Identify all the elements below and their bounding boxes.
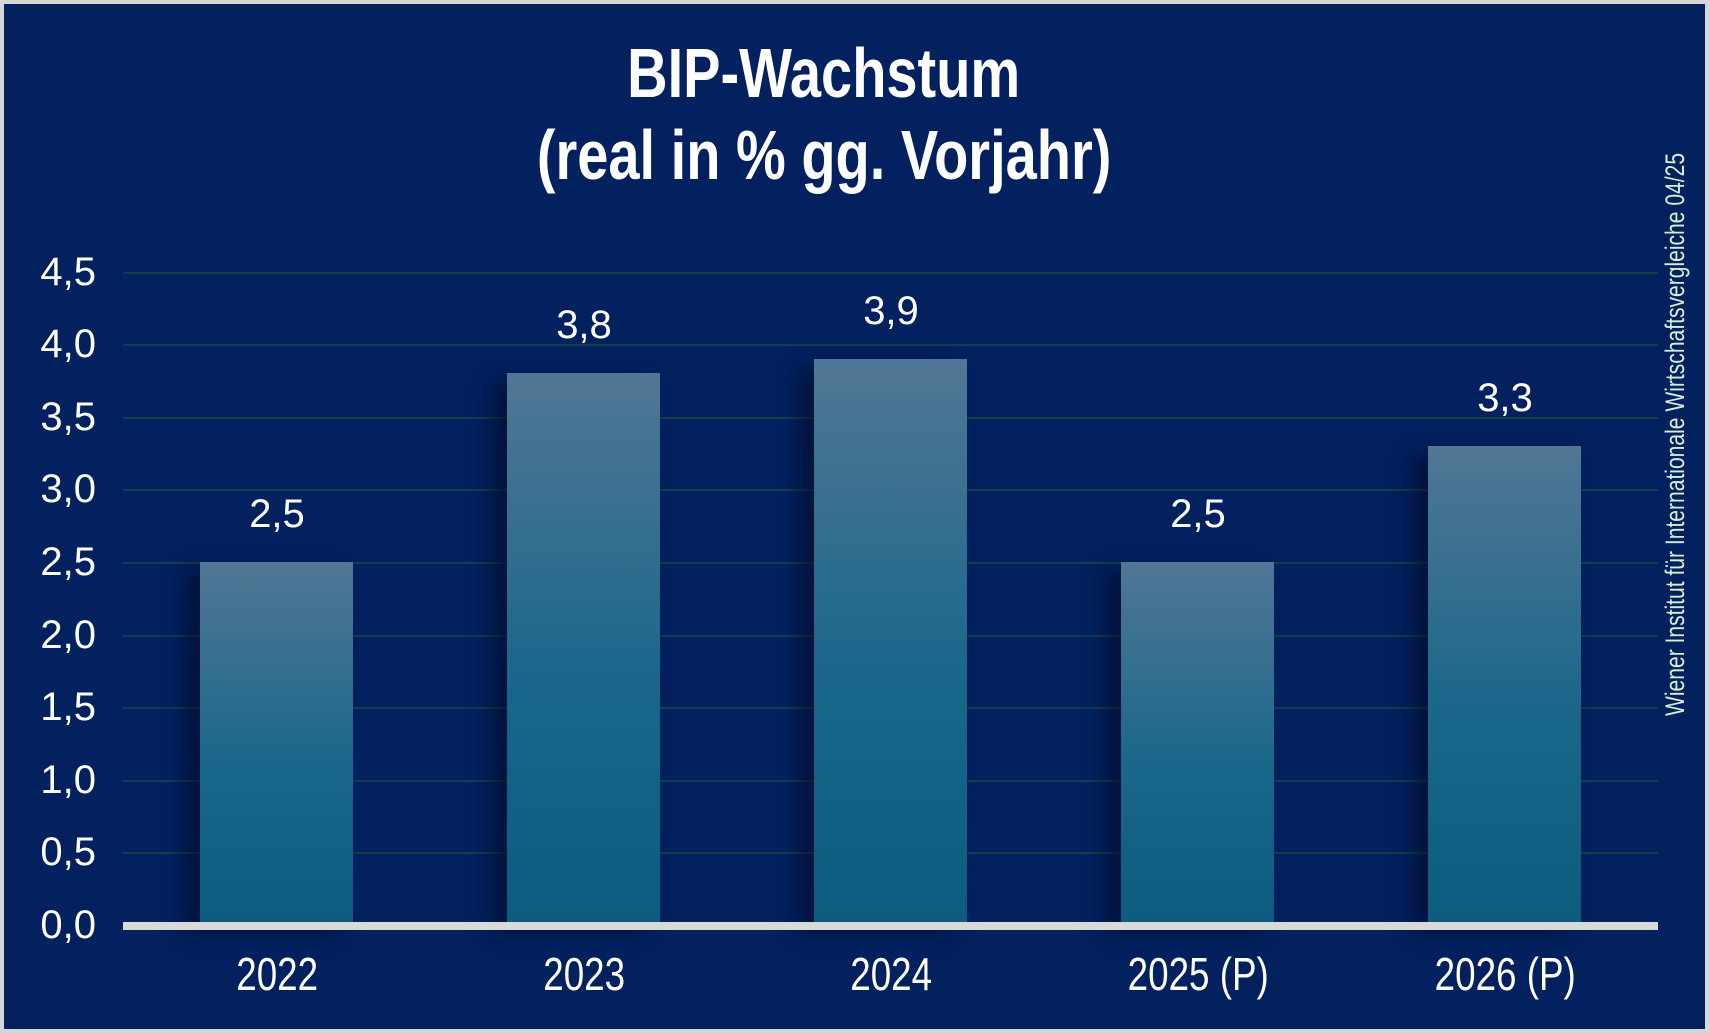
x-axis-tick-text: 2024 (850, 948, 932, 1000)
x-axis-tick-text: 2022 (236, 948, 318, 1000)
x-axis-tick-text: 2025 (P) (1127, 948, 1269, 1000)
y-axis-tick-label: 0,0 (40, 903, 96, 947)
x-axis-line (123, 922, 1658, 930)
x-axis-tick-label: 2024 (741, 948, 1041, 1000)
bar-2022 (200, 562, 353, 925)
y-axis-tick-label: 3,5 (40, 395, 96, 439)
y-axis-tick-label: 1,5 (40, 685, 96, 729)
y-axis-tick-label: 0,5 (40, 830, 96, 874)
bar-2026 (P) (1428, 446, 1581, 925)
x-axis-tick-text: 2026 (P) (1434, 948, 1576, 1000)
gridline (123, 272, 1658, 274)
gridline (123, 344, 1658, 346)
bar-value-label: 2,5 (249, 492, 305, 536)
x-axis-tick-label: 2022 (127, 948, 427, 1000)
x-axis-tick-label: 2026 (P) (1355, 948, 1655, 1000)
y-axis-tick-label: 4,0 (40, 322, 96, 366)
bar-2023 (507, 373, 660, 925)
bar-value-label: 3,8 (556, 303, 612, 347)
chart-title: BIP-Wachstum (real in % gg. Vorjahr) (4, 32, 1644, 196)
chart-title-line1: BIP-Wachstum (627, 34, 1021, 112)
bar-2025 (P) (1121, 562, 1274, 925)
y-axis-tick-label: 1,0 (40, 758, 96, 802)
bar-value-label: 3,9 (863, 289, 919, 333)
source-attribution-note: Wiener Institut für Internationale Wirts… (1660, 152, 1690, 716)
y-axis-tick-label: 4,5 (40, 250, 96, 294)
bar-value-label: 2,5 (1170, 492, 1226, 536)
x-axis-tick-label: 2025 (P) (1048, 948, 1348, 1000)
x-axis-tick-text: 2023 (543, 948, 625, 1000)
y-axis-tick-label: 2,5 (40, 540, 96, 584)
bar-2024 (814, 359, 967, 925)
x-axis-tick-label: 2023 (434, 948, 734, 1000)
bar-value-label: 3,3 (1477, 376, 1533, 420)
chart-title-line2: (real in % gg. Vorjahr) (536, 116, 1112, 194)
y-axis-tick-label: 3,0 (40, 467, 96, 511)
y-axis-tick-label: 2,0 (40, 613, 96, 657)
